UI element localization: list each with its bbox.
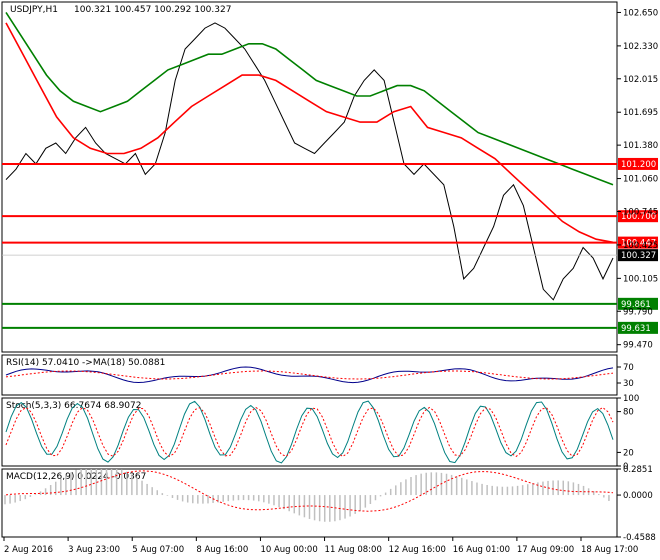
price-tick-label: 102.015: [623, 75, 658, 85]
level-label-box-2: [618, 236, 658, 249]
price-tick-label: 101.695: [623, 108, 658, 118]
price-tick-label: 101.380: [623, 141, 658, 151]
level-label-2: 100.447: [621, 239, 656, 249]
subpanel-frame-2: [1, 468, 618, 538]
price-tick-label: 101.060: [623, 175, 658, 185]
subchart-tick-label: 0.2851: [623, 465, 653, 475]
subchart-tick-label: 80: [623, 408, 634, 418]
chart-title: USDJPY,H1: [10, 5, 58, 15]
subchart-tick-label: 30: [623, 379, 634, 389]
level-label-4: 99.631: [621, 324, 651, 334]
subchart-tick-label: 0.0000: [623, 491, 653, 501]
ohlc-readout: 100.321 100.457 100.292 100.327: [74, 5, 231, 15]
subchart-label-0: RSI(14) 57.0410 ->MA(18) 50.0881: [6, 358, 165, 368]
subchart-tick-label: 100: [623, 394, 639, 404]
price-tick-label: 102.330: [623, 42, 658, 52]
time-tick-label: 11 Aug 08:00: [325, 545, 382, 555]
indicator-line-main-0: [5, 366, 614, 384]
time-tick-label: 8 Aug 16:00: [196, 545, 248, 555]
subchart-tick-label: 70: [623, 363, 634, 373]
price-line: [5, 22, 614, 301]
indicator-line-signal-0: [5, 370, 614, 380]
subchart-tick-label: 0: [623, 462, 628, 472]
subchart-tick-label: -0.4588: [623, 533, 656, 543]
price-tick-label: 100.425: [623, 241, 658, 251]
main-panel-frame: [1, 1, 618, 353]
level-label-0: 101.200: [621, 160, 656, 170]
level-label-box-4: [618, 321, 658, 334]
moving-average-line-0: [5, 11, 614, 186]
level-label-box-1: [618, 210, 658, 223]
price-tick-label: 102.650: [623, 8, 658, 18]
time-tick-label: 17 Aug 09:00: [517, 545, 574, 555]
current-price-label: 100.327: [621, 251, 656, 261]
time-tick-label: 18 Aug 17:00: [581, 545, 638, 555]
price-tick-label: 100.745: [623, 207, 658, 217]
time-tick-label: 16 Aug 01:00: [453, 545, 510, 555]
moving-average-line-1: [5, 22, 614, 244]
indicator-line-main-1: [5, 400, 614, 464]
price-tick-label: 99.790: [623, 307, 653, 317]
price-tick-label: 99.470: [623, 341, 653, 351]
price-tick-label: 100.105: [623, 274, 658, 284]
level-label-3: 99.861: [621, 300, 651, 310]
level-label-box-3: [618, 297, 658, 310]
subchart-tick-label: 20: [623, 448, 634, 458]
subpanel-frame-0: [1, 354, 618, 396]
time-tick-label: 2 Aug 2016: [4, 545, 53, 555]
time-tick-label: 5 Aug 07:00: [132, 545, 184, 555]
subpanel-frame-1: [1, 397, 618, 467]
time-tick-label: 10 Aug 00:00: [260, 545, 317, 555]
current-price-box: [618, 249, 658, 262]
level-label-box-0: [618, 157, 658, 170]
time-tick-label: 3 Aug 23:00: [68, 545, 120, 555]
level-label-1: 100.700: [621, 212, 656, 222]
time-tick-label: 12 Aug 16:00: [389, 545, 446, 555]
